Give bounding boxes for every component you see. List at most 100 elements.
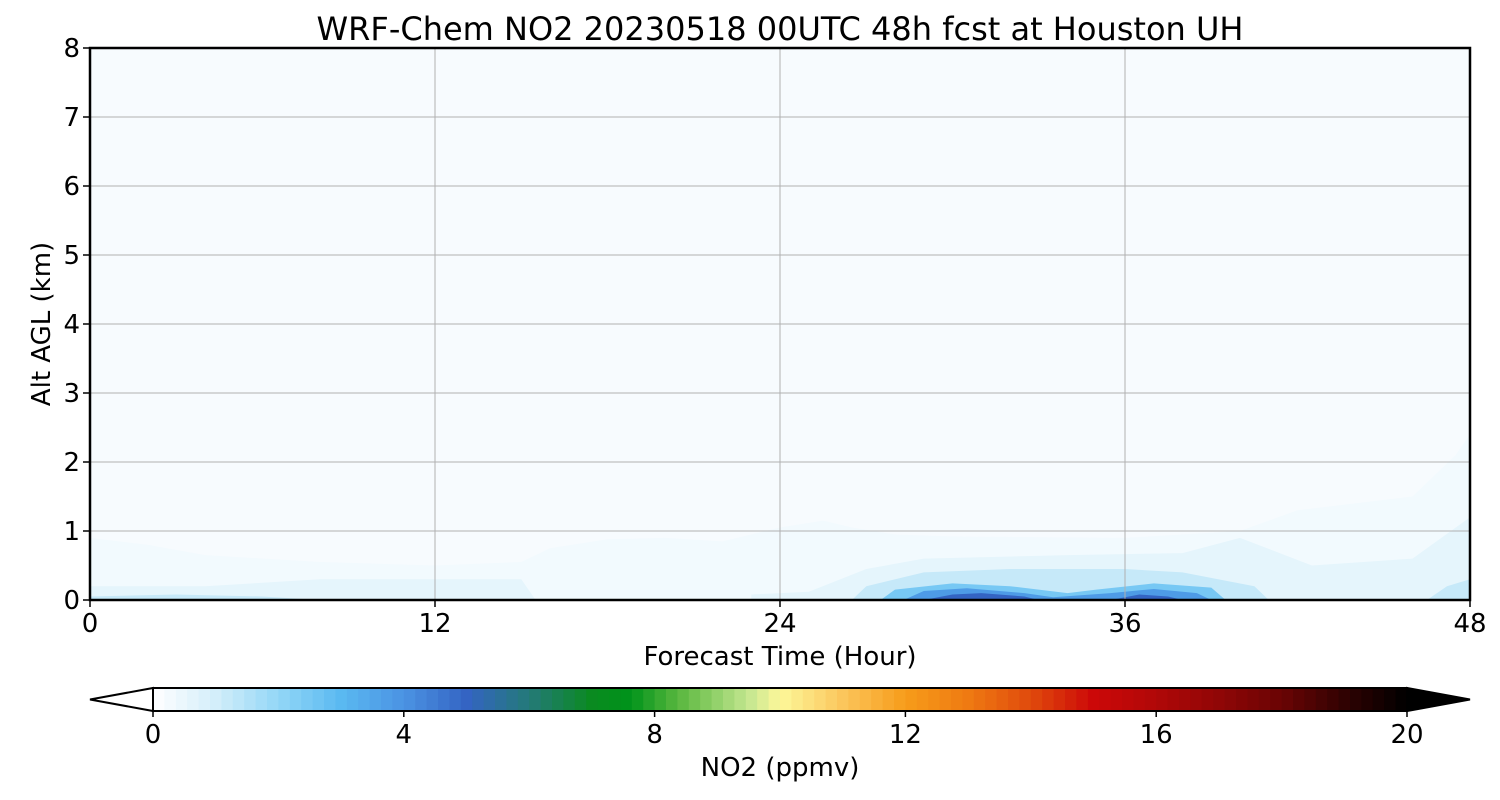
colorbar-segment bbox=[802, 688, 815, 711]
colorbar-segment bbox=[381, 688, 393, 711]
colorbar-segment bbox=[495, 688, 507, 711]
colorbar-segment bbox=[700, 688, 713, 711]
colorbar-segment bbox=[312, 688, 325, 711]
colorbar-segment bbox=[301, 688, 314, 711]
y-tick-label-4: 4 bbox=[63, 310, 80, 340]
colorbar-segment bbox=[221, 688, 234, 711]
colorbar-segment bbox=[1110, 688, 1123, 711]
colorbar-segment bbox=[175, 688, 188, 711]
colorbar-segment bbox=[472, 688, 485, 711]
colorbar-extend-low bbox=[89, 686, 154, 713]
colorbar-segment bbox=[1030, 688, 1043, 711]
colorbar-tick-label-4: 16 bbox=[1140, 720, 1173, 750]
y-tick-label-5: 5 bbox=[63, 241, 80, 271]
colorbar-segment bbox=[894, 688, 906, 711]
colorbar-segment bbox=[654, 688, 667, 711]
colorbar-segment bbox=[1179, 688, 1191, 711]
colorbar-segment bbox=[563, 688, 576, 711]
colorbar-segment bbox=[905, 688, 918, 711]
x-tick-label-2: 24 bbox=[763, 609, 796, 639]
colorbar-tick-label-1: 4 bbox=[396, 720, 413, 750]
colorbar-segment bbox=[1258, 688, 1271, 711]
colorbar-tick-label-3: 12 bbox=[889, 720, 922, 750]
colorbar-segment bbox=[586, 688, 599, 711]
y-axis-label: Alt AGL (km) bbox=[27, 242, 57, 406]
colorbar-segment bbox=[1156, 688, 1169, 711]
colorbar-segment bbox=[1395, 688, 1408, 711]
colorbar-segment bbox=[1281, 688, 1294, 711]
colorbar-segment bbox=[255, 688, 268, 711]
colorbar-segment bbox=[928, 688, 941, 711]
colorbar-segment bbox=[677, 688, 690, 711]
colorbar-segment bbox=[631, 688, 644, 711]
colorbar-segment bbox=[187, 688, 200, 711]
x-tick-label-0: 0 bbox=[82, 609, 99, 639]
colorbar-segment bbox=[848, 688, 861, 711]
colorbar-segment bbox=[1087, 688, 1100, 711]
colorbar-tick-label-0: 0 bbox=[145, 720, 162, 750]
colorbar-segment bbox=[916, 688, 929, 711]
colorbar-label: NO2 (ppmv) bbox=[701, 753, 860, 783]
colorbar-segment bbox=[1224, 688, 1237, 711]
colorbar-segment bbox=[1008, 688, 1020, 711]
colorbar-segment bbox=[791, 688, 804, 711]
colorbar-segment bbox=[324, 688, 336, 711]
colorbar-segment bbox=[198, 688, 211, 711]
colorbar-segment bbox=[403, 688, 416, 711]
colorbar-segment bbox=[745, 688, 758, 711]
colorbar-tick-label-5: 20 bbox=[1390, 720, 1423, 750]
colorbar-segment bbox=[574, 688, 587, 711]
colorbar-segment bbox=[415, 688, 428, 711]
colorbar-segment bbox=[358, 688, 371, 711]
colorbar-segment bbox=[1190, 688, 1203, 711]
colorbar-segment bbox=[973, 688, 986, 711]
colorbar-segment bbox=[597, 688, 610, 711]
colorbar-segment bbox=[1315, 688, 1328, 711]
y-tick-label-2: 2 bbox=[63, 448, 80, 478]
x-axis-ticks: 0 12 24 36 48 bbox=[82, 600, 1487, 639]
colorbar-segment bbox=[1053, 688, 1066, 711]
colorbar-segment bbox=[517, 688, 530, 711]
colorbar-segment bbox=[267, 688, 279, 711]
colorbar-segment bbox=[289, 688, 302, 711]
colorbar-segment bbox=[346, 688, 359, 711]
colorbar-segment bbox=[1293, 688, 1305, 711]
colorbar-segment bbox=[1122, 688, 1134, 711]
colorbar-segment bbox=[837, 688, 849, 711]
colorbar-segment bbox=[1201, 688, 1214, 711]
y-tick-label-8: 8 bbox=[63, 34, 80, 64]
y-tick-label-0: 0 bbox=[63, 586, 80, 616]
x-tick-label-3: 36 bbox=[1108, 609, 1141, 639]
colorbar-segment bbox=[1338, 688, 1351, 711]
colorbar-segment bbox=[1042, 688, 1055, 711]
colorbar-segment bbox=[369, 688, 382, 711]
colorbar-segment bbox=[210, 688, 222, 711]
colorbar-tick-label-2: 8 bbox=[646, 720, 663, 750]
x-axis-label: Forecast Time (Hour) bbox=[643, 642, 916, 672]
colorbar-segment bbox=[1372, 688, 1385, 711]
colorbar-segment bbox=[951, 688, 963, 711]
colorbar-segment bbox=[939, 688, 952, 711]
colorbar-segment bbox=[438, 688, 450, 711]
colorbar-segment bbox=[814, 688, 827, 711]
colorbar-segment bbox=[711, 688, 724, 711]
x-tick-label-1: 12 bbox=[418, 609, 451, 639]
y-axis-ticks: 0 1 2 3 4 5 6 7 8 bbox=[63, 34, 90, 616]
colorbar-segment bbox=[1327, 688, 1340, 711]
colorbar-segment bbox=[426, 688, 439, 711]
colorbar-segment bbox=[620, 688, 633, 711]
colorbar-segment bbox=[232, 688, 245, 711]
y-tick-label-1: 1 bbox=[63, 517, 80, 547]
colorbar-segment bbox=[609, 688, 621, 711]
colorbar-segment bbox=[153, 688, 165, 711]
colorbar-segment bbox=[825, 688, 838, 711]
colorbar-segment bbox=[723, 688, 735, 711]
chart-title: WRF-Chem NO2 20230518 00UTC 48h fcst at … bbox=[317, 10, 1244, 48]
colorbar-segment bbox=[552, 688, 564, 711]
colorbar-segment bbox=[859, 688, 872, 711]
colorbar-segment bbox=[1133, 688, 1146, 711]
y-tick-label-7: 7 bbox=[63, 103, 80, 133]
colorbar-segment bbox=[1076, 688, 1089, 711]
y-tick-label-6: 6 bbox=[63, 172, 80, 202]
